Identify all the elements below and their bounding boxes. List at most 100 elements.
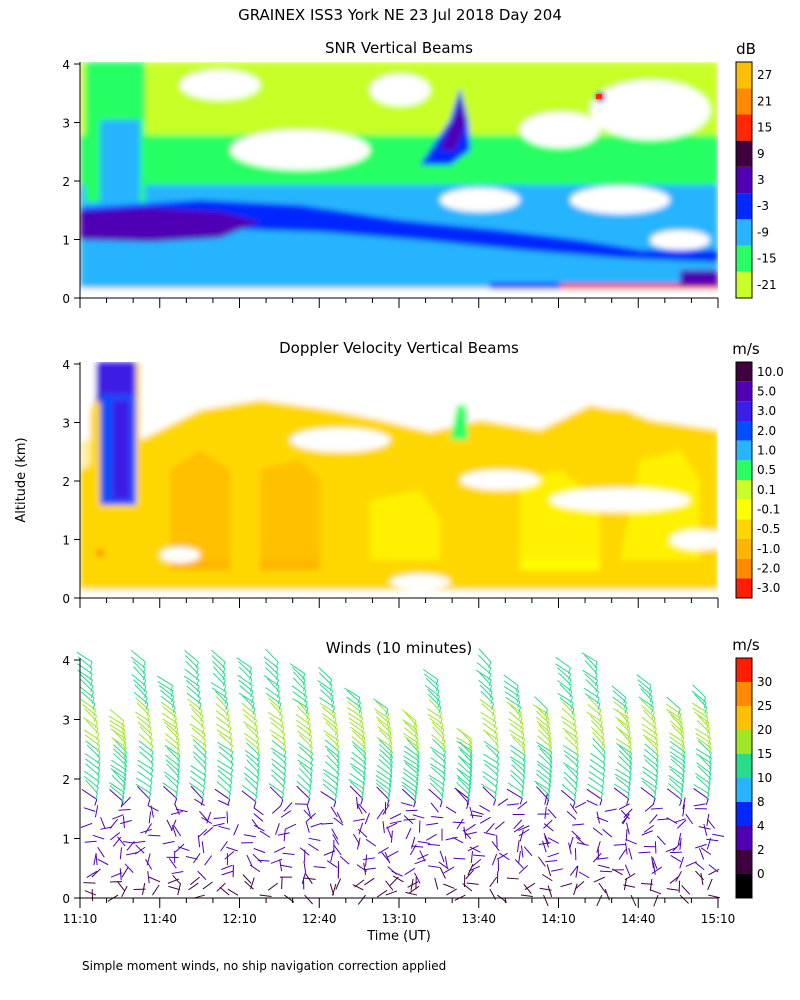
wind-barb-shaft: [573, 790, 577, 797]
wind-barb-shaft: [203, 769, 207, 776]
wind-barb: [177, 846, 190, 852]
wind-barb: [514, 859, 524, 869]
wind-barb: [693, 788, 709, 800]
velocity-panel-title: Doppler Velocity Vertical Beams: [279, 339, 519, 357]
wind-barb: [165, 754, 180, 767]
wind-barb: [226, 811, 229, 824]
wind-barb-shaft: [385, 709, 389, 716]
wind-barb: [604, 808, 617, 812]
wind-barb: [644, 743, 659, 756]
wind-barb: [477, 654, 492, 669]
wind-barb: [404, 736, 420, 749]
wind-barb: [685, 813, 693, 825]
wind-barb: [253, 847, 266, 854]
wind-barb: [139, 751, 154, 764]
wind-barb: [375, 716, 391, 729]
wind-barb: [536, 769, 552, 782]
wind-barb-shaft: [469, 742, 473, 749]
wind-barb: [419, 850, 426, 862]
wind-barb: [706, 818, 716, 829]
wind-barb-shaft: [201, 793, 205, 800]
wind-barb-shaft: [678, 713, 682, 721]
wind-barb: [165, 759, 180, 772]
wind-barb: [376, 808, 385, 820]
wind-barb-shaft: [594, 673, 598, 681]
wind-barb-shaft: [652, 717, 656, 724]
wind-barb: [509, 733, 526, 746]
wind-barb-shaft: [229, 739, 233, 746]
wind-barb: [536, 773, 551, 786]
wind-barb: [332, 883, 337, 896]
wind-barb-shaft: [596, 691, 599, 699]
wind-barb: [375, 700, 389, 715]
wind-barb: [428, 774, 445, 786]
wind-barb-shaft: [228, 727, 232, 734]
wind-barb: [535, 716, 551, 729]
wind-barb: [676, 819, 687, 829]
wind-barb-shaft: [389, 775, 393, 783]
colorbar-unit: dB: [736, 40, 756, 58]
wind-barb: [113, 730, 127, 744]
wind-barb-shaft: [147, 721, 151, 728]
wind-barb: [171, 870, 184, 875]
wind-barb: [83, 807, 96, 812]
wind-barb: [544, 835, 549, 848]
wind-barb: [250, 877, 255, 890]
wind-barb: [641, 777, 657, 789]
wind-barb-shaft: [388, 737, 392, 744]
wind-barb-shaft: [124, 752, 127, 759]
wind-barb: [503, 680, 519, 692]
wind-barb-shaft: [254, 725, 258, 733]
wind-barb-shaft: [576, 760, 579, 768]
wind-barb-shaft: [597, 703, 601, 710]
wind-barb: [378, 753, 393, 767]
wind-barb-shaft: [359, 712, 363, 719]
wind-barb: [145, 858, 153, 870]
wind-barb: [466, 882, 479, 885]
wind-barb: [532, 704, 549, 715]
wind-barb-shaft: [203, 763, 207, 770]
wind-barb: [108, 715, 125, 726]
wind-barb-shaft: [493, 793, 497, 800]
wind-barb: [317, 680, 333, 692]
wind-barb-shaft: [95, 793, 99, 800]
wind-barb: [505, 696, 521, 708]
wind-barb: [644, 803, 655, 812]
snr-panel-title: SNR Vertical Beams: [325, 39, 473, 57]
wind-barb-shaft: [202, 733, 206, 740]
wind-barb: [241, 790, 257, 803]
y-tick-label: 4: [62, 358, 70, 372]
colorbar-label: 27: [757, 68, 772, 82]
colorbar-segment: [736, 460, 752, 480]
wind-barb: [166, 747, 181, 762]
wind-barb: [218, 825, 231, 830]
wind-barb: [404, 711, 418, 726]
wind-barb: [364, 877, 375, 886]
wind-barb: [217, 769, 233, 782]
wind-barb-shaft: [602, 751, 606, 758]
wind-barbs-plot: [76, 648, 725, 907]
wind-barb: [253, 824, 265, 832]
wind-barb: [434, 877, 439, 890]
wind-barb: [696, 762, 712, 774]
wind-barb: [503, 674, 519, 687]
wind-barb: [409, 885, 420, 894]
colorbar-segment: [736, 381, 752, 402]
wind-barb: [291, 666, 306, 680]
wind-barb: [157, 675, 173, 687]
wind-barb: [673, 818, 686, 824]
wind-barb: [698, 848, 705, 860]
y-tick-label: 1: [62, 534, 70, 548]
wind-barb: [563, 750, 579, 762]
wind-barb: [83, 770, 100, 782]
wind-barb: [703, 823, 708, 836]
wind-barb-shaft: [493, 799, 497, 806]
wind-barb: [620, 810, 630, 820]
wind-barb: [109, 724, 126, 735]
wind-barb-shaft: [488, 673, 492, 681]
wind-barb: [588, 776, 604, 788]
wind-barb: [666, 708, 682, 720]
colorbar-label: 4: [757, 819, 765, 833]
wind-barb: [638, 696, 654, 708]
wind-barb: [354, 879, 365, 888]
